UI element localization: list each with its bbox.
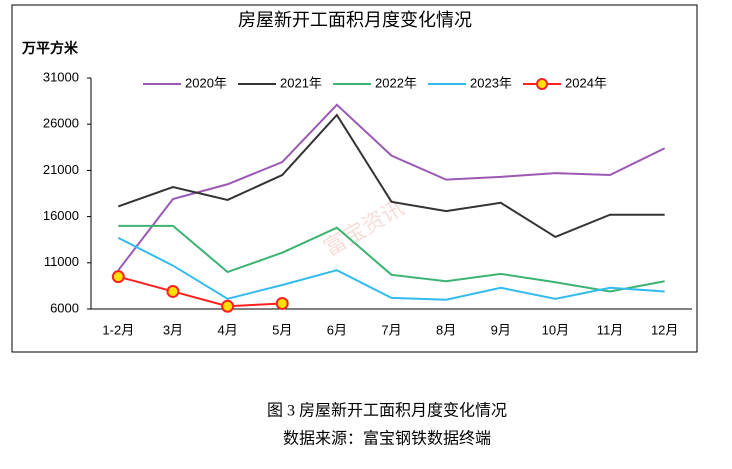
x-tick-label: 6月: [327, 322, 347, 337]
y-tick-label: 16000: [43, 208, 79, 223]
series-line: [117, 103, 666, 271]
legend-marker: [536, 78, 548, 90]
chart-frame: [11, 4, 698, 353]
series-line: [117, 236, 665, 301]
legend-label: 2023年: [470, 75, 512, 90]
y-axis-label: 万平方米: [21, 40, 79, 57]
point: [166, 284, 180, 298]
legend-label: 2020年: [185, 75, 227, 90]
source: 数据来源：富宝钢铁数据终端: [283, 430, 491, 448]
x-tick-label: 3月: [163, 322, 183, 337]
y-tick-label: 31000: [43, 69, 79, 84]
point: [111, 270, 125, 284]
x-tick-label: 10月: [542, 322, 569, 337]
caption: 图 3 房屋新开工面积月度变化情况: [267, 402, 507, 420]
x-tick-label: 5月: [272, 322, 292, 337]
legend-label: 2024年: [565, 75, 607, 90]
x-tick-label: 12月: [651, 322, 678, 337]
series-line: [117, 113, 665, 239]
legend-label: 2021年: [280, 75, 322, 90]
y-tick-label: 6000: [50, 300, 79, 315]
series-line: [118, 224, 665, 293]
y-tick-label: 11000: [44, 254, 79, 269]
point: [221, 299, 235, 313]
point: [275, 296, 289, 310]
x-tick-label: 4月: [217, 322, 237, 337]
y-tick-label: 21000: [43, 162, 79, 177]
x-tick-label: 8月: [436, 322, 456, 337]
x-tick-label: 1-2月: [102, 322, 134, 337]
legend-label: 2022年: [375, 75, 417, 90]
y-tick-label: 26000: [43, 116, 79, 131]
series-line: [118, 275, 283, 308]
x-tick-label: 9月: [491, 322, 511, 337]
x-tick-label: 11月: [597, 322, 624, 337]
chart-title: 房屋新开工面积月度变化情况: [238, 10, 472, 30]
x-tick-label: 7月: [381, 322, 401, 337]
